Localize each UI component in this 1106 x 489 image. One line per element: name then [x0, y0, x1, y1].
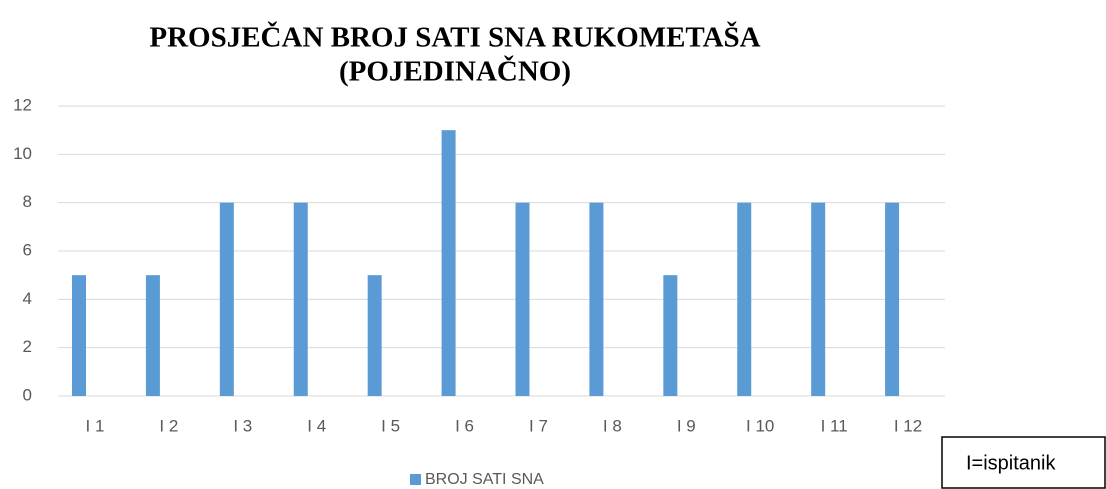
x-tick-label: I 2: [159, 416, 178, 435]
bar: [811, 202, 826, 396]
x-tick-label: I 4: [307, 416, 326, 435]
bar: [367, 275, 382, 396]
x-tick-label: I 11: [821, 416, 848, 435]
x-tick-label: I 8: [603, 416, 622, 435]
x-tick-label: I 12: [894, 416, 922, 435]
bar: [515, 202, 530, 396]
y-tick-label: 0: [23, 385, 32, 404]
y-tick-label: 4: [23, 289, 32, 308]
annotation: I=ispitanik: [966, 452, 1056, 474]
bar: [885, 202, 900, 396]
y-tick-label: 10: [13, 144, 32, 163]
bar: [589, 202, 604, 396]
chart-title: PROSJEČAN BROJ SATI SNA RUKOMETAŠA: [149, 21, 760, 54]
legend-swatch: [410, 474, 421, 485]
bar: [219, 202, 234, 396]
y-tick-label: 2: [23, 337, 32, 356]
bar: [737, 202, 752, 396]
bar: [441, 130, 456, 396]
annotation-box: [941, 436, 1106, 489]
x-tick-label: I 6: [455, 416, 474, 435]
legend-label: BROJ SATI SNA: [425, 471, 544, 488]
x-tick-label: I 9: [677, 416, 696, 435]
x-tick-label: I 1: [86, 416, 105, 435]
x-tick-label: I 3: [233, 416, 252, 435]
y-tick-label: 6: [23, 240, 32, 259]
x-tick-label: I 10: [746, 416, 774, 435]
x-tick-label: I 7: [529, 416, 548, 435]
y-tick-label: 8: [23, 192, 32, 211]
y-tick-label: 12: [13, 95, 32, 114]
bar: [663, 275, 678, 396]
bar: [72, 275, 86, 396]
chart-title: (POJEDINAČNO): [339, 55, 571, 88]
bar: [145, 275, 160, 396]
bar: [293, 202, 308, 396]
x-tick-label: I 5: [381, 416, 400, 435]
